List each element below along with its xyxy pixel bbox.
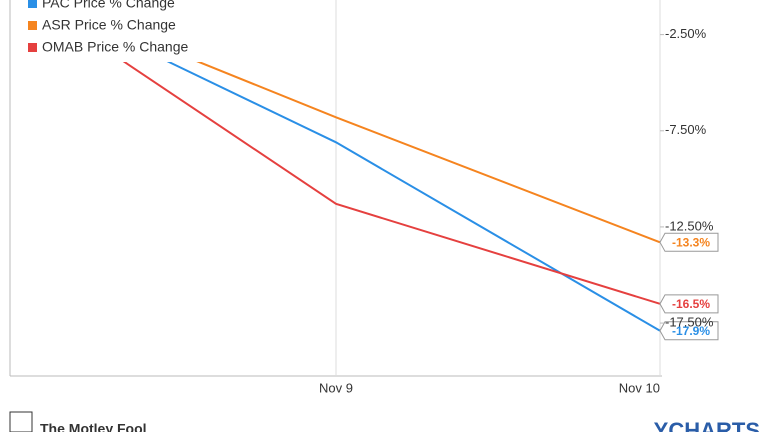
x-tick-label: Nov 10 xyxy=(619,380,660,395)
legend-box xyxy=(12,0,220,62)
footer-logo xyxy=(9,411,33,432)
value-label: -16.5% xyxy=(672,297,710,311)
y-tick-label: -17.50% xyxy=(665,315,714,330)
value-label-box xyxy=(659,321,719,341)
value-label: -13.3% xyxy=(672,235,710,249)
y-tick-label: -7.50% xyxy=(665,122,707,137)
y-tick-label: -12.50% xyxy=(665,218,714,233)
x-tick-label: Nov 9 xyxy=(319,380,353,395)
value-label-box xyxy=(659,232,719,252)
legend-label: ASR Price % Change xyxy=(42,17,176,33)
legend-label: OMAB Price % Change xyxy=(42,39,188,55)
y-tick-label: -2.50% xyxy=(665,26,707,41)
legend-swatch xyxy=(28,21,37,30)
legend-swatch xyxy=(28,0,37,8)
footer-right: YCHARTS xyxy=(654,418,760,432)
footer-left: The Motley Fool xyxy=(40,421,147,432)
value-label: -17.9% xyxy=(672,324,710,338)
legend-label: PAC Price % Change xyxy=(42,0,175,11)
value-label-box xyxy=(659,294,719,314)
legend-swatch xyxy=(28,43,37,52)
